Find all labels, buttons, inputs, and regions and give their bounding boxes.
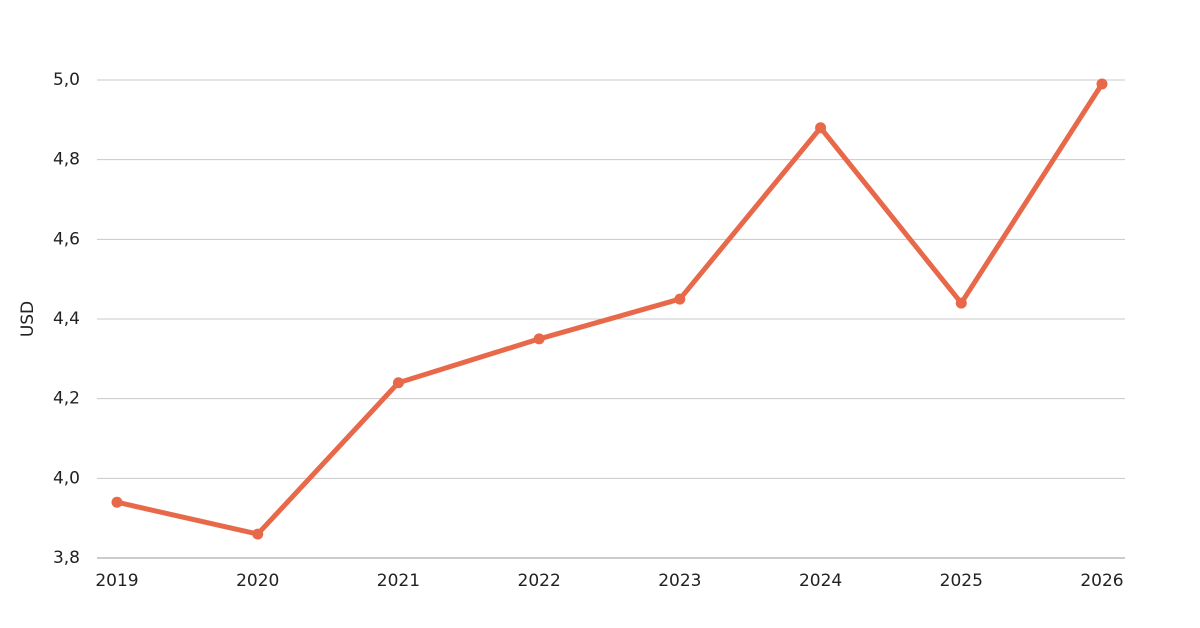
point: [252, 528, 264, 540]
point: [392, 377, 404, 389]
x-tick-label: 2020: [236, 571, 279, 591]
point: [674, 293, 686, 305]
point: [533, 333, 545, 345]
point: [111, 496, 123, 508]
y-tick-label: 5,0: [53, 70, 80, 90]
y-tick-label: 4,0: [53, 468, 80, 488]
point: [815, 122, 827, 134]
point: [1096, 78, 1108, 90]
x-tick-label: 2025: [940, 571, 983, 591]
y-tick-label: 4,8: [53, 150, 80, 170]
y-axis-label: USD: [18, 301, 38, 337]
y-tick-label: 4,4: [53, 309, 80, 329]
point: [955, 297, 967, 309]
y-tick-label: 4,2: [53, 389, 80, 409]
x-tick-label: 2024: [799, 571, 842, 591]
y-tick-label: 4,6: [53, 229, 80, 249]
x-tick-label: 2026: [1080, 571, 1123, 591]
x-tick-label: 2022: [518, 571, 561, 591]
x-tick-label: 2019: [95, 571, 138, 591]
y-tick-label: 3,8: [53, 548, 80, 568]
x-tick-label: 2021: [377, 571, 420, 591]
x-tick-label: 2023: [658, 571, 701, 591]
line: [114, 81, 1105, 537]
